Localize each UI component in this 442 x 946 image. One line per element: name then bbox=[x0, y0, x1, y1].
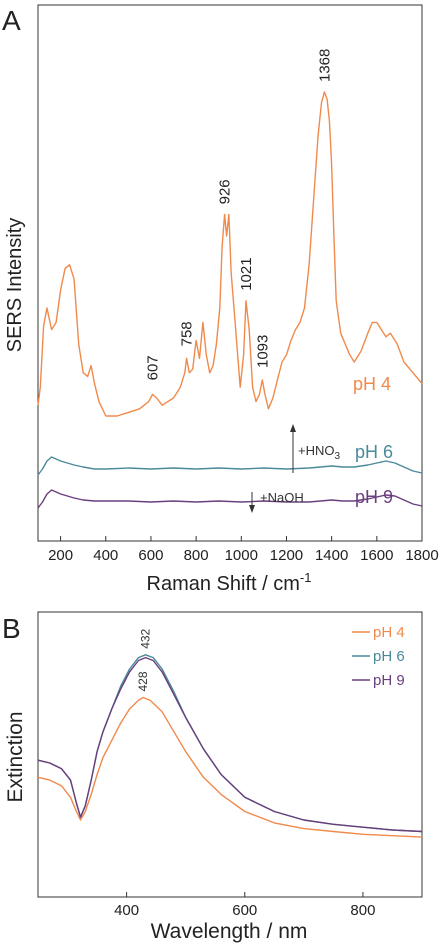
panel-a-y-axis-label: SERS Intensity bbox=[4, 218, 26, 353]
x-tick-label-400: 400 bbox=[93, 547, 118, 564]
acid-annotation-text: +HNO bbox=[298, 443, 334, 458]
x-tick-label-1600: 1600 bbox=[360, 547, 393, 564]
series-line-ph-9 bbox=[37, 656, 423, 833]
x-tick-label-200: 200 bbox=[48, 547, 73, 564]
series-label-ph-9: pH 9 bbox=[355, 487, 393, 507]
panel-b-y-axis-label: Extinction bbox=[4, 711, 27, 802]
panel-b-legend: pH 4 pH 6 pH 9 bbox=[352, 624, 405, 689]
x-tick-label-1800: 1800 bbox=[405, 547, 438, 564]
legend-label-ph-4: pH 4 bbox=[373, 624, 405, 641]
x-tick-label-1400: 1400 bbox=[315, 547, 348, 564]
panel-a-chart: 200 400 600 800 1000 1200 1400 1600 1800 607 758 9… bbox=[4, 4, 439, 595]
series-line-ph-4 bbox=[37, 91, 423, 417]
peak-label-428: 428 bbox=[136, 671, 150, 691]
x-tick-label-1200: 1200 bbox=[270, 547, 303, 564]
panel-a-x-ticks: 200 400 600 800 1000 1200 1400 1600 1800 bbox=[48, 536, 439, 564]
panel-b-peak-labels: 432 428 bbox=[136, 628, 152, 691]
peak-label-1021: 1021 bbox=[238, 257, 255, 290]
panel-b-x-ticks: 400 600 800 bbox=[114, 892, 375, 919]
panel-b-label: B bbox=[2, 613, 21, 644]
panel-a-series bbox=[37, 91, 423, 509]
peak-label-758: 758 bbox=[179, 321, 196, 346]
panel-a-series-labels: pH 4 pH 6 pH 9 bbox=[353, 374, 393, 507]
series-line-ph-6 bbox=[37, 654, 423, 833]
panel-a-x-axis-label: Raman Shift / cm-1 bbox=[147, 570, 312, 595]
peak-label-607: 607 bbox=[145, 355, 162, 380]
x-tick-label-600: 600 bbox=[138, 547, 163, 564]
panel-b-chart: 400 600 800 432 428 pH 4 pH 6 pH 9 Extinction… bbox=[4, 611, 423, 943]
base-arrow-head bbox=[249, 505, 255, 513]
series-line-ph-9 bbox=[37, 489, 423, 509]
x-tick-label-400: 400 bbox=[114, 902, 139, 919]
panel-a-x-axis-label-text: Raman Shift / cm bbox=[147, 573, 300, 595]
legend-label-ph-6: pH 6 bbox=[373, 648, 405, 665]
x-tick-label-1000: 1000 bbox=[225, 547, 258, 564]
x-tick-label-800: 800 bbox=[350, 902, 375, 919]
peak-label-926: 926 bbox=[217, 179, 234, 204]
series-label-ph-4: pH 4 bbox=[353, 374, 391, 394]
acid-annotation-sub: 3 bbox=[334, 451, 340, 462]
series-line-ph-6 bbox=[37, 456, 423, 476]
x-tick-label-800: 800 bbox=[184, 547, 209, 564]
peak-label-1368: 1368 bbox=[316, 49, 333, 82]
panel-a-plot-frame bbox=[37, 4, 423, 542]
panel-a-x-axis-label-sup: -1 bbox=[300, 570, 312, 585]
acid-annotation: +HNO3 bbox=[298, 443, 340, 462]
legend-label-ph-9: pH 9 bbox=[373, 672, 405, 689]
peak-label-432: 432 bbox=[139, 628, 153, 648]
panel-b-x-axis-label: Wavelength / nm bbox=[151, 920, 308, 943]
series-line-ph-4 bbox=[37, 696, 423, 838]
panel-a-label: A bbox=[2, 5, 21, 36]
panel-b-plot-frame bbox=[37, 611, 423, 898]
peak-label-1093: 1093 bbox=[254, 335, 271, 368]
panel-b-series bbox=[37, 654, 423, 838]
acid-arrow-head bbox=[290, 424, 296, 432]
panel-a-peak-labels: 607 758 926 1021 1093 1368 bbox=[145, 49, 334, 381]
series-label-ph-6: pH 6 bbox=[355, 442, 393, 462]
x-tick-label-600: 600 bbox=[232, 902, 257, 919]
base-annotation: +NaOH bbox=[260, 490, 304, 505]
